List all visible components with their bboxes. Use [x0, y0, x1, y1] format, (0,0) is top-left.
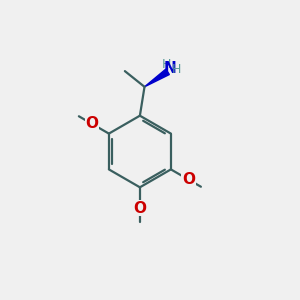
Text: H: H [172, 64, 182, 76]
Text: O: O [85, 116, 98, 130]
Text: O: O [182, 172, 195, 188]
Text: N: N [164, 61, 177, 76]
Text: H: H [162, 58, 171, 71]
Text: O: O [134, 201, 146, 216]
Polygon shape [145, 69, 169, 87]
